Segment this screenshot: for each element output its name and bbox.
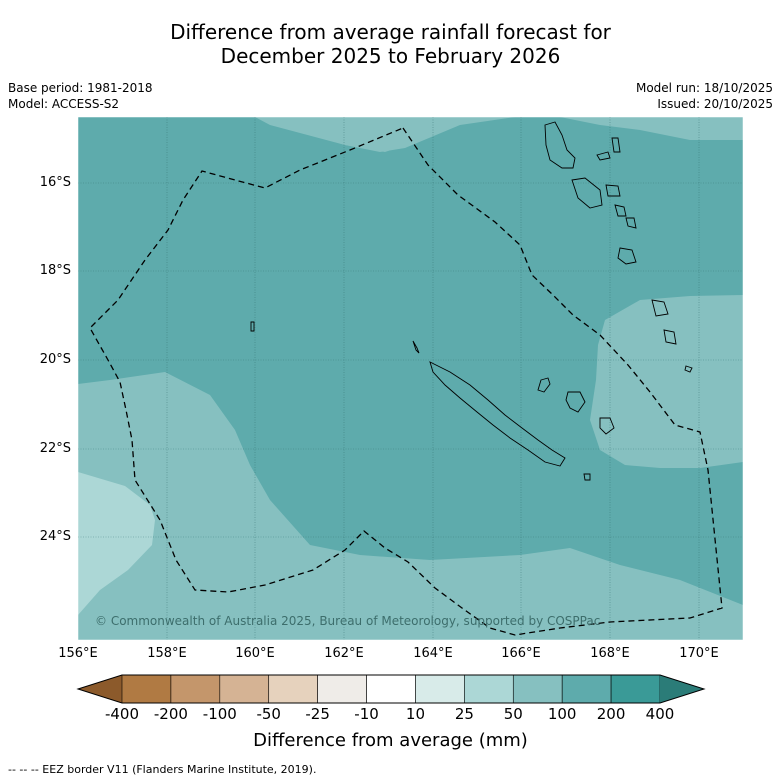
graticule <box>78 117 743 640</box>
eez-legend-note: -- -- -- EEZ border V11 (Flanders Marine… <box>8 763 317 776</box>
colorbar-label: 400 <box>645 705 675 723</box>
issued-date: Issued: 20/10/2025 <box>657 97 773 111</box>
colorbar-label: 50 <box>503 705 523 723</box>
colorbar-label: 25 <box>454 705 474 723</box>
colorbar-cell <box>268 674 318 704</box>
maewo-island <box>596 151 611 161</box>
isle-of-pines <box>583 473 591 481</box>
mare-island <box>599 417 615 435</box>
colorbar-cell <box>464 674 514 704</box>
eez-border <box>89 127 723 636</box>
colorbar-label: 200 <box>596 705 626 723</box>
model-run: Model run: 18/10/2025 <box>635 81 773 95</box>
colorbar-extend-right <box>660 675 704 703</box>
colorbar-label: -400 <box>104 705 140 723</box>
belep-island <box>412 340 420 354</box>
malekula-island <box>571 177 603 209</box>
longitude-label: 156°E <box>58 646 98 661</box>
colorbar-cell <box>610 674 661 704</box>
base-period: Base period: 1981-2018 <box>8 81 153 95</box>
longitude-label: 168°E <box>590 646 630 661</box>
rennell-island <box>250 321 255 332</box>
field-50-100-north-2 <box>255 117 480 152</box>
tanna-island <box>663 329 677 345</box>
colorbar-label: 10 <box>405 705 425 723</box>
lifou-island <box>565 391 586 413</box>
colorbar-label: -10 <box>354 705 379 723</box>
colorbar-label: -200 <box>153 705 188 723</box>
colorbar <box>76 674 706 704</box>
espiritu-santo-island <box>544 121 576 169</box>
field-50-100-south <box>78 372 743 640</box>
latitude-label: 20°S <box>39 352 71 367</box>
longitude-label: 160°E <box>235 646 275 661</box>
new-caledonia-island <box>429 361 566 467</box>
field-50-100-east <box>590 295 743 468</box>
colorbar-label: -50 <box>256 705 281 723</box>
latitude-label: 24°S <box>39 529 71 544</box>
efate-island <box>617 247 637 265</box>
longitude-label: 170°E <box>679 646 719 661</box>
colorbar-cell <box>317 674 367 704</box>
epi-island <box>614 204 627 217</box>
longitude-label: 164°E <box>413 646 453 661</box>
erromango-island <box>651 299 669 317</box>
field-25-50-southwest <box>78 472 155 615</box>
colorbar-cell <box>366 674 416 704</box>
colorbar-cell <box>121 674 172 704</box>
shepherd-islands <box>625 217 637 229</box>
ouvea-island <box>537 377 551 393</box>
colorbar-cell <box>415 674 465 704</box>
model-name: Model: ACCESS-S2 <box>8 97 120 111</box>
latitude-label: 18°S <box>39 263 71 278</box>
colorbar-cell <box>219 674 270 704</box>
colorbar-cell <box>170 674 221 704</box>
map-frame <box>77 116 744 641</box>
pentecost-island <box>611 137 621 153</box>
longitude-label: 166°E <box>501 646 541 661</box>
aneityum-island <box>684 365 693 373</box>
longitude-label: 162°E <box>324 646 364 661</box>
title-line-1: Difference from average rainfall forecas… <box>170 20 611 44</box>
colorbar-label: -100 <box>202 705 237 723</box>
latitude-label: 22°S <box>39 441 71 456</box>
title-line-2: December 2025 to February 2026 <box>220 44 561 68</box>
colorbar-cell <box>561 674 612 704</box>
colorbar-label: -25 <box>305 705 330 723</box>
colorbar-title: Difference from average (mm) <box>253 730 528 751</box>
copyright-text: © Commonwealth of Australia 2025, Bureau… <box>95 614 601 628</box>
longitude-label: 158°E <box>147 646 187 661</box>
latitude-label: 16°S <box>39 175 71 190</box>
colorbar-label: 100 <box>547 705 577 723</box>
colorbar-cell <box>512 674 563 704</box>
ambrym-island <box>605 184 621 197</box>
colorbar-extend-left <box>78 675 122 703</box>
